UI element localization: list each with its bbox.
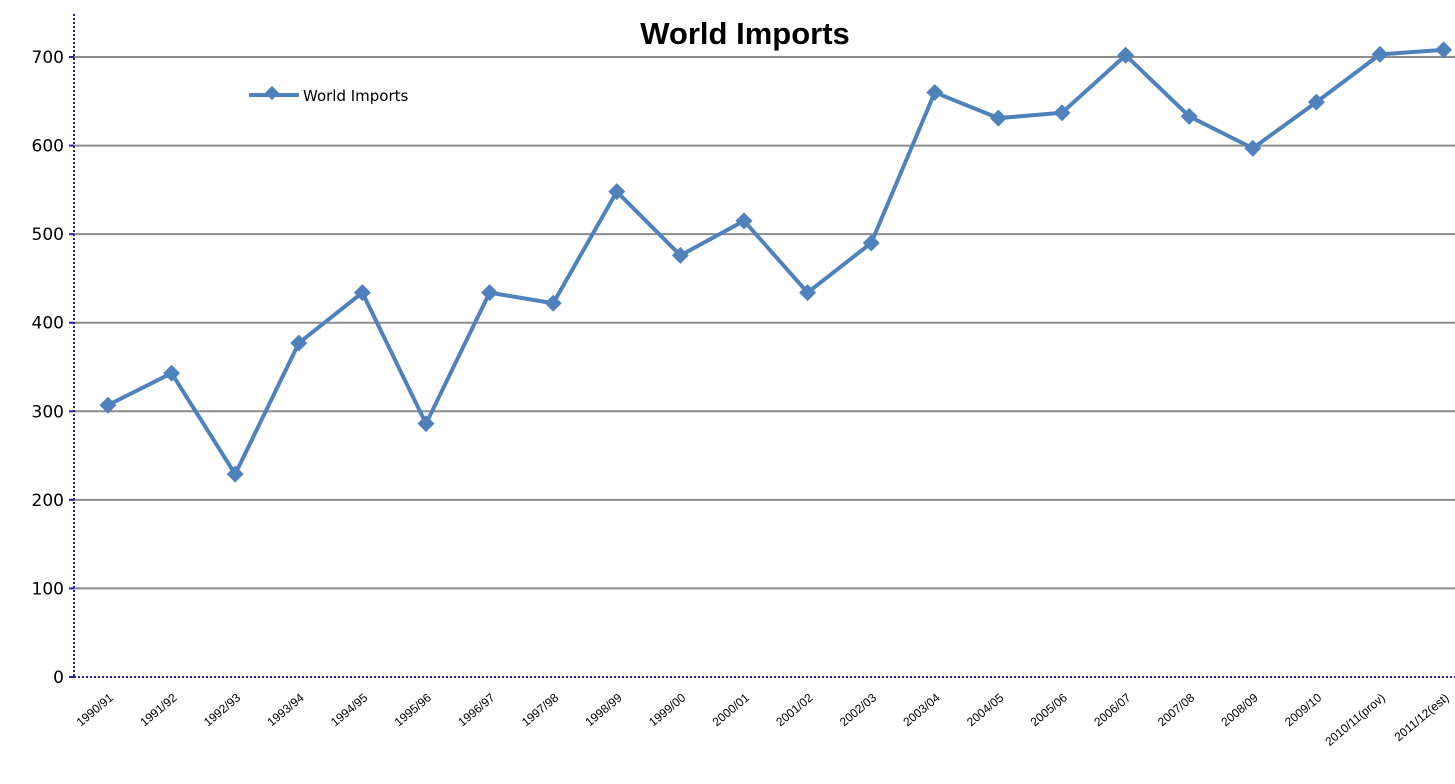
x-axis-ticks: 1990/91 1991/92 1992/93 1993/94 1994/95 1995/… (74, 690, 1452, 748)
x-tick-label: 2011/12(est) (1392, 691, 1452, 744)
y-axis-ticks: 0 100 200 300 400 500 600 700 (32, 48, 74, 688)
data-point (926, 83, 944, 101)
x-tick-label: 2002/03 (837, 690, 879, 729)
data-point (989, 109, 1007, 127)
data-point (799, 284, 817, 302)
series-line (107, 47, 1444, 477)
x-tick-label: 2006/07 (1091, 690, 1133, 729)
x-tick-label: 1992/93 (201, 690, 243, 729)
data-point (1435, 41, 1453, 59)
data-point (290, 334, 308, 352)
x-tick-label: 2004/05 (964, 690, 1006, 729)
x-tick-label: 1995/96 (392, 690, 434, 729)
x-tick-label: 2009/10 (1282, 690, 1324, 729)
x-tick-label: 1990/91 (74, 690, 116, 729)
legend: World Imports (249, 85, 409, 105)
legend-marker (264, 85, 280, 101)
series-world-imports (99, 41, 1453, 483)
x-tick-label: 1996/97 (455, 690, 497, 729)
x-tick-label: 1993/94 (264, 690, 306, 729)
x-tick-label: 2007/08 (1155, 690, 1197, 729)
data-point (671, 246, 689, 264)
x-tick-label: 1999/00 (646, 690, 688, 729)
x-tick-label: 2000/01 (710, 690, 752, 729)
gridlines (74, 56, 1455, 678)
legend-label: World Imports (303, 87, 409, 105)
x-tick-label: 2008/09 (1218, 690, 1260, 729)
y-tick-label: 500 (32, 225, 64, 245)
y-tick-label: 200 (32, 491, 64, 511)
x-tick-label: 1997/98 (519, 690, 561, 729)
data-point (544, 294, 562, 312)
x-tick-label: 1998/99 (582, 690, 624, 729)
x-tick-label: 1991/92 (137, 690, 179, 729)
y-tick-label: 100 (32, 579, 64, 599)
y-tick-label: 600 (32, 137, 64, 157)
data-point (226, 465, 244, 483)
data-point (99, 396, 117, 414)
y-tick-label: 400 (32, 314, 64, 334)
data-point (735, 212, 753, 230)
x-tick-label: 2003/04 (900, 690, 942, 729)
data-point (862, 234, 880, 252)
y-tick-label: 0 (53, 668, 64, 688)
data-point (481, 284, 499, 302)
chart-title: World Imports (640, 16, 850, 51)
y-tick-label: 700 (32, 48, 64, 68)
x-tick-label: 1994/95 (328, 690, 370, 729)
data-point (417, 415, 435, 433)
data-point (353, 284, 371, 302)
x-tick-label: 2010/11(prov) (1322, 691, 1388, 749)
data-point (608, 183, 626, 201)
data-point (163, 364, 181, 382)
y-tick-label: 300 (32, 402, 64, 422)
x-tick-label: 2001/02 (773, 690, 815, 729)
x-tick-label: 2005/06 (1028, 690, 1070, 729)
